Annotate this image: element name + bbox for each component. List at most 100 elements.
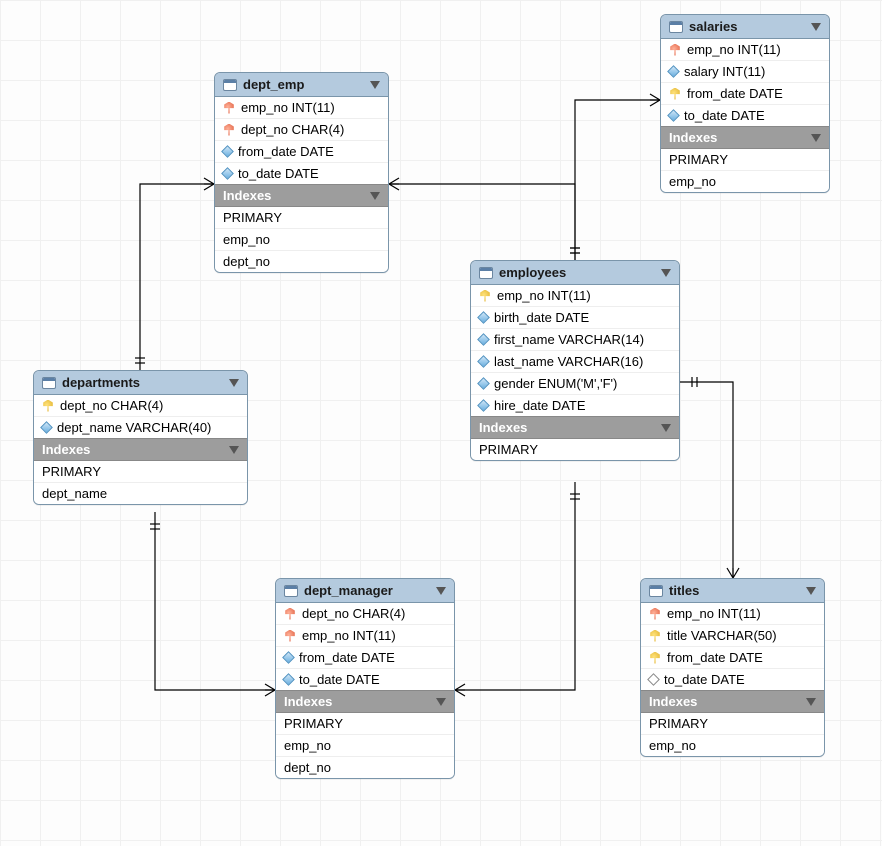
diamond-blue-icon bbox=[40, 421, 53, 434]
column-row[interactable]: emp_no INT(11) bbox=[215, 97, 388, 119]
column-text: dept_name VARCHAR(40) bbox=[57, 420, 211, 435]
indexes-label: Indexes bbox=[649, 694, 697, 709]
index-row[interactable]: dept_name bbox=[34, 483, 247, 504]
key-red-icon bbox=[669, 44, 681, 56]
indexes-section-header[interactable]: Indexes bbox=[661, 126, 829, 149]
column-row[interactable]: gender ENUM('M','F') bbox=[471, 373, 679, 395]
column-row[interactable]: hire_date DATE bbox=[471, 395, 679, 416]
index-row[interactable]: PRIMARY bbox=[215, 207, 388, 229]
entity-title: employees bbox=[499, 265, 566, 280]
diamond-blue-icon bbox=[477, 355, 490, 368]
columns-list: emp_no INT(11)title VARCHAR(50) from_date… bbox=[641, 603, 824, 690]
collapse-icon[interactable] bbox=[806, 587, 816, 595]
entity-header[interactable]: departments bbox=[34, 371, 247, 395]
column-row[interactable]: dept_no CHAR(4) bbox=[276, 603, 454, 625]
column-row[interactable]: to_date DATE bbox=[276, 669, 454, 690]
entity-header[interactable]: salaries bbox=[661, 15, 829, 39]
collapse-icon[interactable] bbox=[806, 698, 816, 706]
index-name: PRIMARY bbox=[42, 464, 101, 479]
index-row[interactable]: dept_no bbox=[276, 757, 454, 778]
collapse-icon[interactable] bbox=[811, 23, 821, 31]
column-text: emp_no INT(11) bbox=[302, 628, 396, 643]
column-row[interactable]: from_date DATE bbox=[276, 647, 454, 669]
collapse-icon[interactable] bbox=[229, 379, 239, 387]
column-row[interactable]: salary INT(11) bbox=[661, 61, 829, 83]
diamond-blue-icon bbox=[477, 399, 490, 412]
column-row[interactable]: last_name VARCHAR(16) bbox=[471, 351, 679, 373]
entity-header[interactable]: dept_manager bbox=[276, 579, 454, 603]
index-row[interactable]: emp_no bbox=[661, 171, 829, 192]
collapse-icon[interactable] bbox=[661, 269, 671, 277]
column-row[interactable]: emp_no INT(11) bbox=[641, 603, 824, 625]
key-red-icon bbox=[649, 608, 661, 620]
index-name: PRIMARY bbox=[649, 716, 708, 731]
entity-titles[interactable]: titlesemp_no INT(11)title VARCHAR(50) fro… bbox=[640, 578, 825, 757]
collapse-icon[interactable] bbox=[436, 587, 446, 595]
entity-title: dept_emp bbox=[243, 77, 304, 92]
entity-header[interactable]: titles bbox=[641, 579, 824, 603]
column-row[interactable]: to_date DATE bbox=[661, 105, 829, 126]
collapse-icon[interactable] bbox=[229, 446, 239, 454]
column-row[interactable]: birth_date DATE bbox=[471, 307, 679, 329]
column-row[interactable]: to_date DATE bbox=[641, 669, 824, 690]
indexes-section-header[interactable]: Indexes bbox=[471, 416, 679, 439]
er-canvas: dept_empemp_no INT(11)dept_no CHAR(4)fro… bbox=[0, 0, 882, 846]
key-yellow-icon bbox=[649, 652, 661, 664]
collapse-icon[interactable] bbox=[811, 134, 821, 142]
column-row[interactable]: from_date DATE bbox=[661, 83, 829, 105]
column-row[interactable]: to_date DATE bbox=[215, 163, 388, 184]
column-row[interactable]: emp_no INT(11) bbox=[661, 39, 829, 61]
diamond-blue-icon bbox=[282, 651, 295, 664]
index-name: emp_no bbox=[223, 232, 270, 247]
indexes-section-header[interactable]: Indexes bbox=[641, 690, 824, 713]
entity-salaries[interactable]: salariesemp_no INT(11) salary INT(11) from… bbox=[660, 14, 830, 193]
column-text: dept_no CHAR(4) bbox=[60, 398, 163, 413]
column-row[interactable]: dept_no CHAR(4) bbox=[34, 395, 247, 417]
column-text: salary INT(11) bbox=[684, 64, 765, 79]
column-text: from_date DATE bbox=[667, 650, 763, 665]
table-icon bbox=[479, 267, 493, 279]
columns-list: dept_no CHAR(4) dept_name VARCHAR(40) bbox=[34, 395, 247, 438]
column-row[interactable]: first_name VARCHAR(14) bbox=[471, 329, 679, 351]
column-row[interactable]: from_date DATE bbox=[215, 141, 388, 163]
entity-departments[interactable]: departments dept_no CHAR(4) dept_name VARC… bbox=[33, 370, 248, 505]
collapse-icon[interactable] bbox=[436, 698, 446, 706]
diamond-blue-icon bbox=[477, 311, 490, 324]
column-row[interactable]: dept_no CHAR(4) bbox=[215, 119, 388, 141]
index-row[interactable]: PRIMARY bbox=[641, 713, 824, 735]
entity-employees[interactable]: employees emp_no INT(11) birth_date DATE fi… bbox=[470, 260, 680, 461]
index-name: dept_no bbox=[284, 760, 331, 775]
column-text: birth_date DATE bbox=[494, 310, 589, 325]
index-row[interactable]: emp_no bbox=[276, 735, 454, 757]
index-row[interactable]: PRIMARY bbox=[471, 439, 679, 460]
entity-header[interactable]: employees bbox=[471, 261, 679, 285]
index-row[interactable]: PRIMARY bbox=[661, 149, 829, 171]
indexes-section-header[interactable]: Indexes bbox=[215, 184, 388, 207]
collapse-icon[interactable] bbox=[661, 424, 671, 432]
column-row[interactable]: title VARCHAR(50) bbox=[641, 625, 824, 647]
indexes-section-header[interactable]: Indexes bbox=[34, 438, 247, 461]
column-row[interactable]: from_date DATE bbox=[641, 647, 824, 669]
entity-header[interactable]: dept_emp bbox=[215, 73, 388, 97]
column-row[interactable]: emp_no INT(11) bbox=[471, 285, 679, 307]
index-row[interactable]: emp_no bbox=[215, 229, 388, 251]
index-name: emp_no bbox=[669, 174, 716, 189]
collapse-icon[interactable] bbox=[370, 192, 380, 200]
key-red-icon bbox=[223, 124, 235, 136]
column-text: emp_no INT(11) bbox=[241, 100, 335, 115]
collapse-icon[interactable] bbox=[370, 81, 380, 89]
index-row[interactable]: dept_no bbox=[215, 251, 388, 272]
column-row[interactable]: dept_name VARCHAR(40) bbox=[34, 417, 247, 438]
index-row[interactable]: PRIMARY bbox=[34, 461, 247, 483]
key-yellow-icon bbox=[479, 290, 491, 302]
entity-dept_emp[interactable]: dept_emp emp_no INT(11) dept_no CHAR(4)fro… bbox=[214, 72, 389, 273]
column-text: to_date DATE bbox=[664, 672, 745, 687]
index-name: emp_no bbox=[284, 738, 331, 753]
column-text: to_date DATE bbox=[238, 166, 319, 181]
diamond-blue-icon bbox=[477, 377, 490, 390]
index-row[interactable]: emp_no bbox=[641, 735, 824, 756]
index-row[interactable]: PRIMARY bbox=[276, 713, 454, 735]
entity-dept_manager[interactable]: dept_managerdept_no CHAR(4) emp_no INT(11… bbox=[275, 578, 455, 779]
indexes-section-header[interactable]: Indexes bbox=[276, 690, 454, 713]
column-row[interactable]: emp_no INT(11) bbox=[276, 625, 454, 647]
